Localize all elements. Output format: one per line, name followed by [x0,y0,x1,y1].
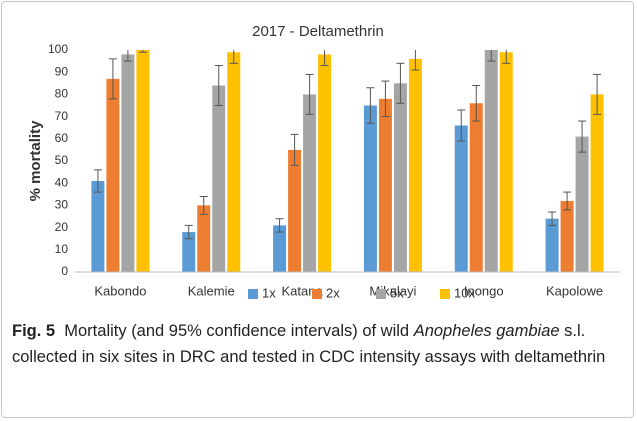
error-bar [563,191,572,211]
error-bar [548,211,557,226]
error-bar [123,50,132,62]
y-tick-label: 90 [55,64,69,78]
bar [408,58,422,272]
y-tick-label: 30 [55,198,69,212]
bar [91,180,105,272]
error-bar [290,133,299,166]
error-bar [381,80,390,118]
chart-title: 2017 - Deltamethrin [252,23,384,40]
error-bar [138,50,147,53]
y-tick-label: 50 [55,153,69,167]
caption-label: Fig. 5 [12,322,56,340]
caption-species: Anopheles gambiae [413,322,560,340]
error-bar [487,50,496,62]
bar [288,149,302,272]
y-tick-label: 70 [55,109,69,123]
y-tick-label: 40 [55,175,69,189]
x-tick-label: Inongo [464,283,504,298]
error-bar [457,109,466,142]
bar [106,78,120,272]
error-bar [93,169,102,193]
legend-label: 10x [454,285,475,300]
bar [469,103,483,272]
y-tick-label: 60 [55,131,69,145]
bar [484,50,498,272]
error-bar [305,73,314,115]
bar [318,54,332,272]
error-bar [396,62,405,104]
legend-label: 2x [326,285,340,300]
bar [560,200,574,272]
y-tick-label: 10 [55,242,69,256]
y-tick-label: 80 [55,87,69,101]
caption: Fig. 5 Mortality (and 95% confidence int… [12,318,624,370]
bar [227,52,241,272]
error-bar [366,87,375,124]
chart: 2017 - Deltamethrin % mortality 0 10 20 30 4… [27,23,620,300]
y-axis-label: % mortality [27,120,44,202]
legend-swatch [248,289,258,299]
caption-text: Mortality (and 95% confidence intervals)… [64,322,414,340]
bar [363,105,377,272]
error-bar [214,65,223,106]
bar [590,94,604,272]
error-bar [502,50,511,64]
error-bar [472,85,481,122]
plot-area [91,50,604,272]
x-tick-label: Kalemie [188,283,235,298]
x-tick-label: Kapolowe [546,283,603,298]
legend-label: 5x [390,285,404,300]
error-bar [108,58,117,100]
bar [378,98,392,272]
error-bar [229,50,238,64]
error-bar [199,196,208,215]
error-bar [320,50,329,67]
legend-label: 1x [262,285,276,300]
y-tick-label: 100 [48,42,68,56]
bar [182,232,196,272]
legend-swatch [440,289,450,299]
bar [121,54,135,272]
y-tick-label: 20 [55,220,69,234]
error-bar [184,224,193,240]
bar [303,94,317,272]
bar [212,85,226,272]
legend-swatch [376,289,386,299]
error-bar [578,120,587,153]
error-bar [593,73,602,115]
bar [499,52,513,272]
bar [545,218,559,272]
x-tick-label: Kabondo [94,283,146,298]
caption-text: s.l. collected in six sites in DRC and t… [12,322,606,366]
bar [273,225,287,272]
bar [136,50,150,272]
bar [454,125,468,272]
bar [393,83,407,272]
y-tick-label: 0 [61,264,68,278]
bar [575,136,589,272]
legend-swatch [312,289,322,299]
bar [197,205,211,272]
error-bar [275,218,284,233]
error-bar [411,50,420,71]
